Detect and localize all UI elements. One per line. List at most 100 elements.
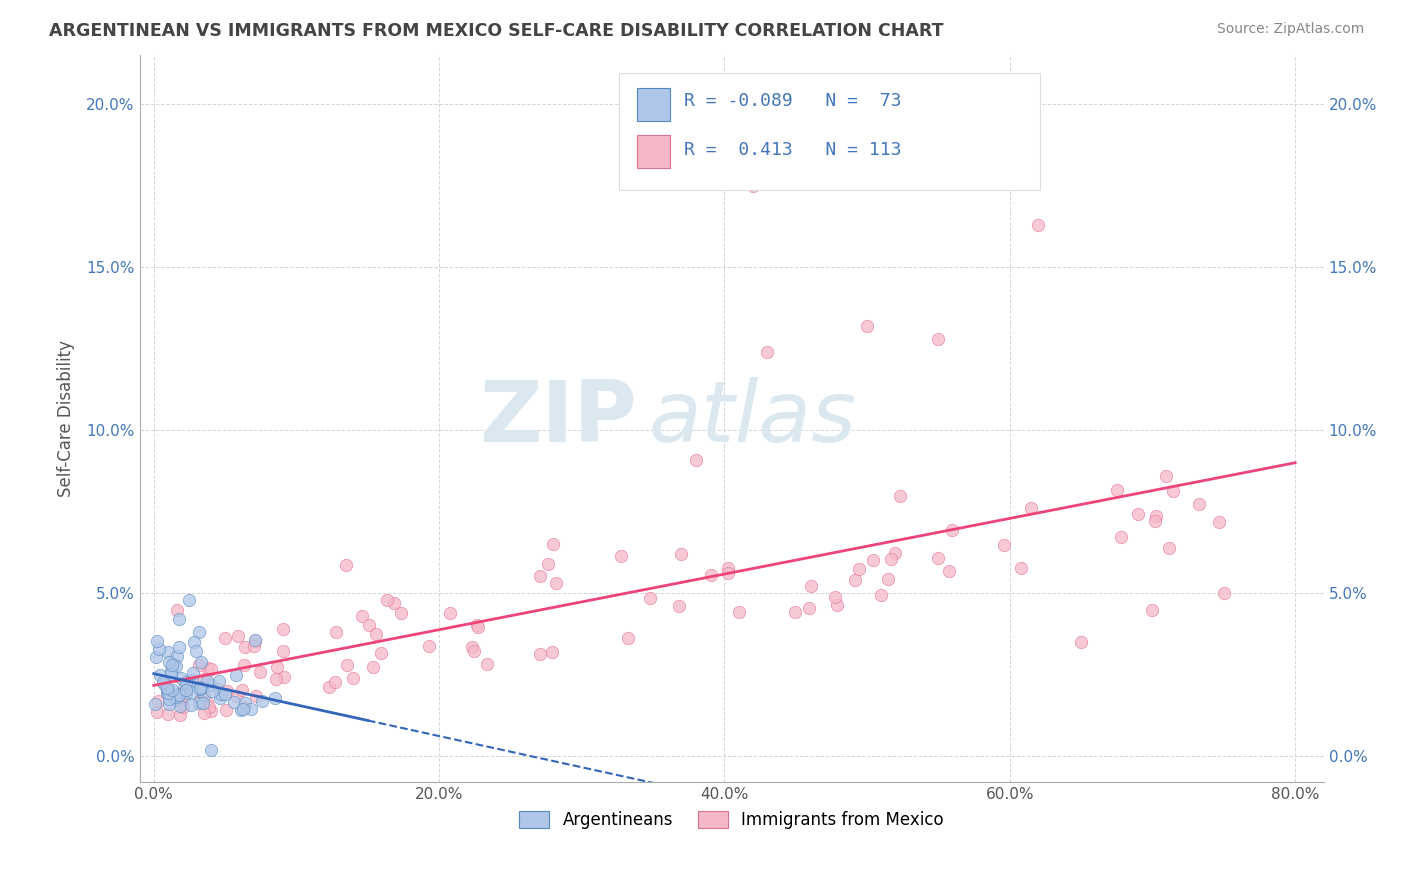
- Point: [157, 655, 180, 669]
- Point: [325, 625, 347, 640]
- Point: [197, 661, 219, 675]
- Point: [756, 345, 779, 359]
- Point: [226, 628, 249, 642]
- Point: [384, 596, 406, 610]
- Point: [224, 695, 246, 709]
- Point: [800, 579, 823, 593]
- Point: [856, 318, 879, 333]
- Point: [193, 688, 215, 702]
- Point: [187, 657, 209, 672]
- Point: [245, 689, 267, 703]
- Point: [1144, 514, 1167, 528]
- Point: [169, 699, 191, 714]
- Point: [176, 682, 198, 697]
- Point: [167, 640, 190, 654]
- Point: [173, 681, 195, 696]
- Point: [717, 566, 740, 580]
- Point: [728, 605, 751, 619]
- Point: [544, 575, 567, 590]
- Point: [152, 677, 174, 691]
- Point: [1188, 497, 1211, 511]
- Point: [146, 694, 169, 708]
- Point: [162, 689, 184, 703]
- Point: [156, 685, 179, 699]
- Point: [181, 679, 204, 693]
- Point: [1111, 530, 1133, 544]
- Point: [232, 657, 254, 672]
- Point: [188, 694, 211, 708]
- Point: [889, 489, 911, 503]
- Point: [927, 551, 949, 566]
- Point: [214, 631, 236, 645]
- Point: [609, 549, 631, 563]
- Point: [179, 592, 201, 607]
- Point: [862, 553, 884, 567]
- Point: [1019, 500, 1042, 515]
- Point: [352, 608, 374, 623]
- Point: [193, 706, 215, 720]
- Point: [1161, 484, 1184, 499]
- Point: [266, 659, 288, 673]
- FancyBboxPatch shape: [619, 73, 1039, 190]
- Point: [668, 599, 690, 613]
- Text: ARGENTINEAN VS IMMIGRANTS FROM MEXICO SELF-CARE DISABILITY CORRELATION CHART: ARGENTINEAN VS IMMIGRANTS FROM MEXICO SE…: [49, 22, 943, 40]
- Point: [157, 683, 180, 698]
- Point: [157, 645, 180, 659]
- Point: [207, 682, 229, 697]
- Point: [165, 659, 187, 673]
- Point: [467, 620, 489, 634]
- Point: [375, 593, 398, 607]
- Point: [529, 568, 551, 582]
- Point: [742, 178, 765, 193]
- Point: [163, 657, 186, 671]
- Point: [543, 537, 565, 551]
- Point: [181, 665, 204, 680]
- Point: [335, 558, 357, 572]
- Point: [1144, 509, 1167, 524]
- Point: [273, 670, 295, 684]
- Point: [1107, 483, 1129, 497]
- Point: [231, 703, 253, 717]
- Point: [207, 673, 229, 688]
- Point: [190, 655, 212, 669]
- Point: [825, 599, 848, 613]
- Point: [461, 640, 484, 654]
- Point: [361, 659, 384, 673]
- Bar: [637, 135, 671, 168]
- Point: [439, 606, 461, 620]
- Point: [880, 552, 903, 566]
- Point: [1028, 218, 1050, 232]
- Point: [536, 558, 558, 572]
- Point: [475, 657, 498, 671]
- Point: [824, 591, 846, 605]
- Point: [239, 701, 262, 715]
- Point: [927, 332, 949, 346]
- Point: [172, 685, 194, 699]
- Point: [174, 683, 197, 698]
- Point: [169, 612, 191, 626]
- Point: [233, 696, 256, 710]
- Point: [364, 626, 387, 640]
- Point: [323, 675, 346, 690]
- Point: [214, 687, 236, 701]
- Point: [172, 699, 194, 714]
- Point: [783, 605, 806, 619]
- Point: [200, 662, 222, 676]
- Point: [148, 641, 170, 656]
- Text: ZIP: ZIP: [479, 377, 637, 460]
- Point: [165, 692, 187, 706]
- Bar: [637, 88, 671, 120]
- Point: [188, 681, 211, 696]
- Point: [266, 672, 288, 686]
- Point: [231, 682, 253, 697]
- Point: [191, 686, 214, 700]
- Point: [249, 665, 271, 680]
- Point: [200, 743, 222, 757]
- Point: [197, 699, 219, 714]
- Point: [418, 639, 440, 653]
- Point: [669, 547, 692, 561]
- Point: [167, 688, 190, 702]
- Point: [156, 683, 179, 698]
- Point: [166, 688, 188, 702]
- Point: [149, 667, 172, 681]
